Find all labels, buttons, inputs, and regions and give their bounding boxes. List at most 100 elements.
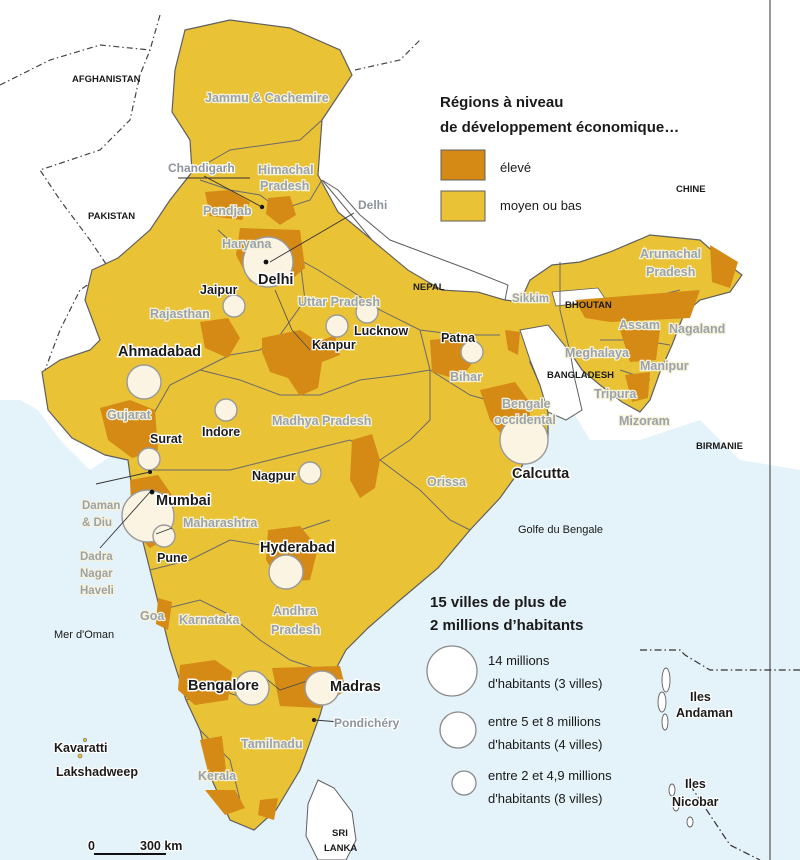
patna-circle bbox=[460, 340, 484, 364]
city-pondichery: Pondichéry bbox=[334, 716, 400, 730]
country-pakistan: PAKISTAN bbox=[88, 211, 135, 222]
state-meghalaya: Meghalaya bbox=[565, 346, 630, 360]
state-karnataka: Karnataka bbox=[179, 613, 240, 627]
state-gujarat: Gujarat bbox=[107, 408, 152, 422]
state-bengale-line1: Bengale bbox=[502, 397, 551, 411]
legend-cities-title-line1: 15 villes de plus de bbox=[430, 594, 567, 611]
hyderabad-circle bbox=[268, 554, 304, 590]
surat-circle bbox=[137, 447, 161, 471]
island-nicobar-line2: Nicobar bbox=[672, 795, 719, 809]
legend-circles bbox=[426, 645, 478, 796]
legend-circle-small bbox=[451, 770, 477, 796]
city-ahmadabad: Ahmadabad bbox=[118, 344, 201, 360]
state-tripura: Tripura bbox=[594, 387, 637, 401]
state-himachal-line1: Himachal bbox=[258, 163, 314, 177]
lucknow-circle bbox=[355, 300, 379, 324]
legend-size3-line1: entre 2 et 4,9 millions bbox=[488, 768, 612, 783]
city-delhi-callout: Delhi bbox=[358, 198, 387, 212]
nepal-land bbox=[321, 179, 509, 301]
state-andhra-line2: Pradesh bbox=[271, 623, 320, 637]
legend-regions-title-line1: Régions à niveau bbox=[440, 94, 563, 111]
scale-distance: 300 km bbox=[140, 839, 182, 853]
state-kerala: Kerala bbox=[198, 769, 237, 783]
kanpur-circle bbox=[325, 314, 349, 338]
state-assam: Assam bbox=[619, 318, 660, 332]
legend-size2-line1: entre 5 et 8 millions bbox=[488, 714, 601, 729]
state-dadra-line2: Nagar bbox=[80, 568, 113, 580]
legend-swatch-low bbox=[440, 190, 486, 222]
state-himachal-line2: Pradesh bbox=[260, 179, 309, 193]
legend-size1-line1: 14 millions bbox=[488, 653, 550, 668]
legend-low-label: moyen ou bas bbox=[500, 198, 582, 213]
legend-circle-medium bbox=[439, 711, 477, 749]
island-andaman-line1: Iles bbox=[690, 690, 711, 704]
state-nagaland: Nagaland bbox=[669, 322, 725, 336]
island-nicobar-line1: Iles bbox=[685, 777, 706, 791]
state-dadra-line1: Dadra bbox=[80, 551, 113, 563]
legend-regions-title-line2: de développement économique… bbox=[440, 119, 679, 136]
border-pakistan bbox=[39, 14, 161, 371]
country-sri-lanka-line1: SRI bbox=[332, 828, 348, 839]
city-hyderabad: Hyderabad bbox=[260, 540, 335, 556]
state-bengale-line2: occidental bbox=[494, 413, 556, 427]
country-bhoutan: BHOUTAN bbox=[565, 300, 612, 311]
country-nepal: NEPAL bbox=[413, 282, 445, 293]
state-tamilnadu: Tamilnadu bbox=[241, 737, 303, 751]
state-bihar: Bihar bbox=[450, 370, 482, 384]
country-afghanistan: AFGHANISTAN bbox=[72, 74, 141, 85]
city-kanpur: Kanpur bbox=[312, 338, 356, 352]
bangladesh-land bbox=[519, 324, 583, 421]
city-nagpur: Nagpur bbox=[252, 469, 296, 483]
city-madras: Madras bbox=[330, 679, 381, 695]
city-circles bbox=[121, 236, 549, 706]
country-birmanie: BIRMANIE bbox=[696, 441, 743, 452]
legend-high-label: élevé bbox=[500, 160, 531, 175]
city-bengalore: Bengalore bbox=[188, 678, 259, 694]
city-patna: Patna bbox=[441, 331, 476, 345]
country-bangladesh: BANGLADESH bbox=[547, 370, 614, 381]
city-dots bbox=[148, 204, 316, 722]
country-chine: CHINE bbox=[676, 184, 706, 195]
andaman-islands bbox=[657, 667, 694, 828]
indore-circle bbox=[214, 398, 238, 422]
state-goa: Goa bbox=[140, 609, 165, 623]
state-manipur: Manipur bbox=[640, 359, 689, 373]
state-daman-line2: & Diu bbox=[82, 517, 112, 529]
sea-oman: Mer d'Oman bbox=[54, 629, 114, 641]
state-orissa: Orissa bbox=[427, 475, 467, 489]
city-pune: Pune bbox=[157, 551, 188, 565]
state-pendjab: Pendjab bbox=[203, 204, 252, 218]
state-daman-line1: Daman bbox=[82, 500, 120, 512]
state-mizoram: Mizoram bbox=[619, 414, 670, 428]
country-sri-lanka-line2: LANKA bbox=[324, 843, 357, 854]
city-delhi: Delhi bbox=[258, 272, 293, 288]
sea-golfe-bengale: Golfe du Bengale bbox=[518, 524, 603, 536]
legend-cities-title-line2: 2 millions d’habitants bbox=[430, 617, 583, 634]
sri-lanka-land bbox=[305, 779, 357, 860]
legend-size1-line2: d'habitants (3 villes) bbox=[488, 676, 602, 691]
state-arunachal-line2: Pradesh bbox=[646, 265, 695, 279]
maritime-boundary bbox=[640, 649, 800, 671]
lakshadweep-islands bbox=[67, 738, 87, 759]
callout-lines bbox=[95, 175, 355, 723]
state-jammu: Jammu & Cachemire bbox=[205, 91, 329, 105]
city-jaipur: Jaipur bbox=[200, 283, 238, 297]
state-maharashtra: Maharashtra bbox=[183, 516, 258, 530]
legend-swatch-high bbox=[440, 149, 486, 181]
city-calcutta: Calcutta bbox=[512, 466, 570, 482]
ahmadabad-circle bbox=[126, 364, 162, 400]
state-andhra-line1: Andhra bbox=[273, 604, 318, 618]
state-dadra-line3: Haveli bbox=[80, 585, 114, 597]
pune-circle bbox=[152, 524, 176, 548]
border-china bbox=[354, 39, 421, 71]
island-andaman-line2: Andaman bbox=[676, 706, 733, 720]
border-afghanistan bbox=[0, 44, 151, 86]
island-kavaratti: Kavaratti bbox=[54, 741, 108, 755]
state-arunachal-line1: Arunachal bbox=[640, 247, 701, 261]
state-uttar: Uttar Pradesh bbox=[298, 295, 380, 309]
scale-zero: 0 bbox=[88, 839, 95, 853]
legend-circle-large bbox=[426, 645, 478, 697]
legend-size3-line2: d'habitants (8 villes) bbox=[488, 791, 602, 806]
